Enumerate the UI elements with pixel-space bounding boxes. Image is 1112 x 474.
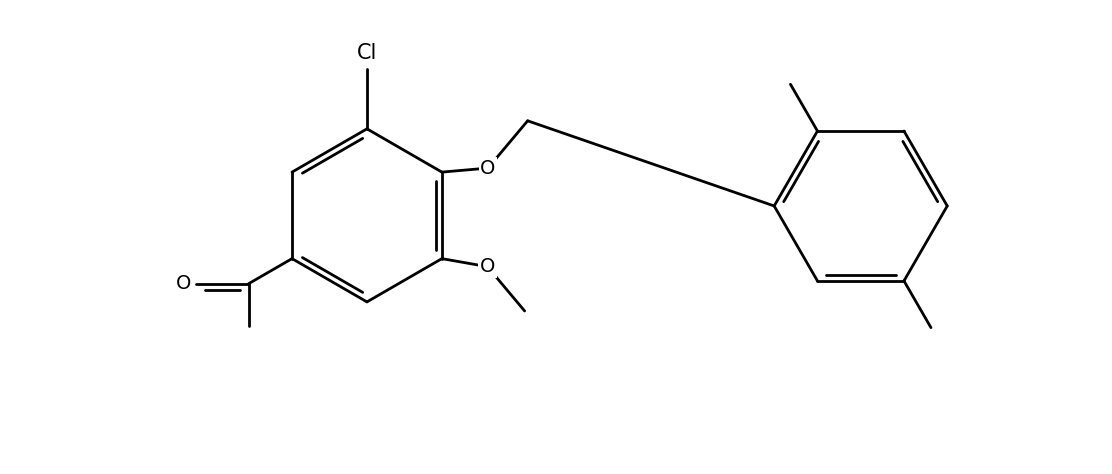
Text: Cl: Cl: [357, 43, 377, 63]
Text: O: O: [177, 274, 191, 293]
Text: O: O: [480, 159, 496, 178]
Text: O: O: [479, 257, 495, 276]
